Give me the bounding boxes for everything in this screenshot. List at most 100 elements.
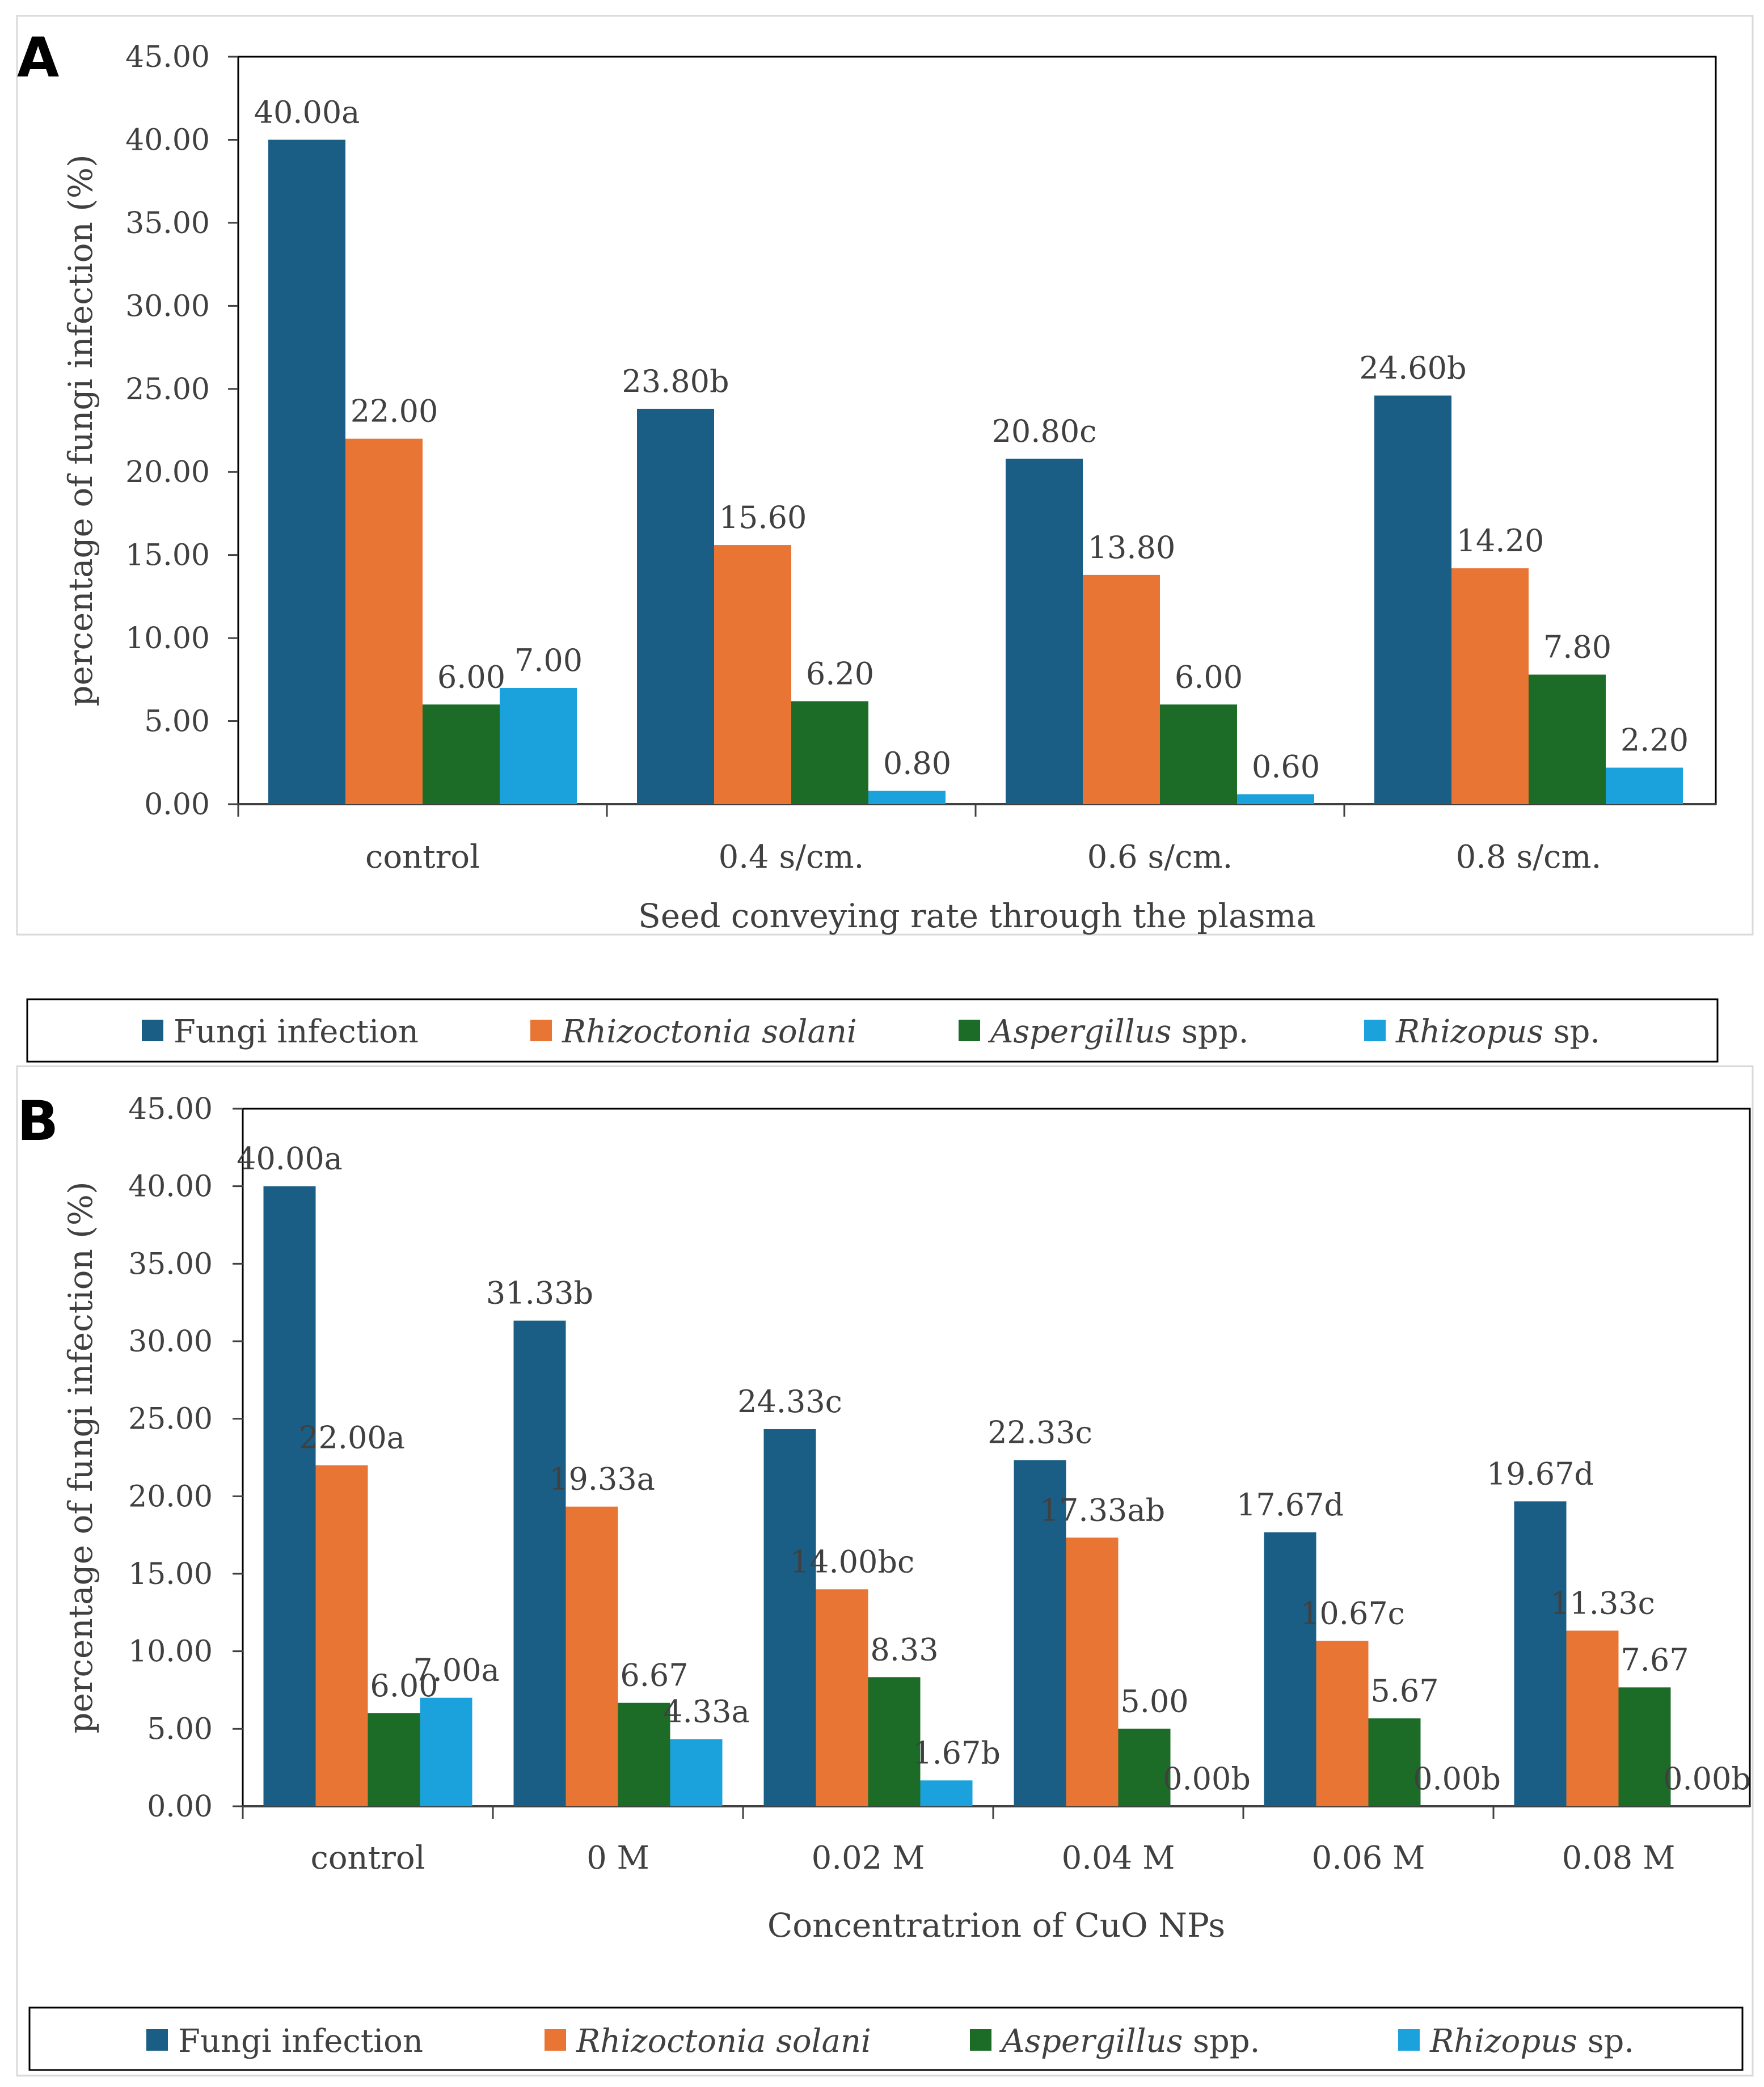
y-tick-label: 5.00 bbox=[147, 1712, 213, 1746]
data-label: 40.00a bbox=[254, 94, 360, 130]
data-label: 0.00b bbox=[1163, 1761, 1251, 1797]
data-label: 22.33c bbox=[987, 1415, 1092, 1451]
data-label: 0.80 bbox=[883, 746, 951, 781]
bar-rhizopus bbox=[670, 1739, 723, 1806]
x-tick-label: 0.06 M bbox=[1312, 1840, 1425, 1877]
y-tick-label: 15.00 bbox=[125, 539, 210, 573]
legend-swatch-rhizopus bbox=[1364, 1020, 1386, 1041]
data-label: 17.33ab bbox=[1040, 1492, 1165, 1528]
legend-swatch-rhizoctonia bbox=[545, 2029, 566, 2051]
data-label: 14.20 bbox=[1457, 523, 1544, 559]
legend-label-rhizoctonia: Rhizoctonia solani bbox=[562, 1013, 857, 1050]
data-label: 6.20 bbox=[806, 656, 874, 691]
bar-rhizoctonia bbox=[1316, 1641, 1369, 1806]
bar-fungi bbox=[513, 1320, 566, 1806]
data-label: 6.67 bbox=[620, 1658, 688, 1693]
bar-rhizopus bbox=[1606, 767, 1683, 804]
bar-fungi bbox=[763, 1429, 816, 1806]
data-label: 10.67c bbox=[1300, 1595, 1405, 1631]
data-label: 17.67d bbox=[1237, 1487, 1344, 1523]
y-tick-label: 30.00 bbox=[125, 289, 210, 323]
x-tick-label: 0.6 s/cm. bbox=[1087, 839, 1233, 876]
bar-fungi bbox=[637, 408, 714, 804]
bar-aspergillus bbox=[423, 704, 500, 804]
x-tick-label: 0.02 M bbox=[812, 1840, 925, 1877]
data-label: 22.00a bbox=[299, 1420, 405, 1456]
bar-rhizoctonia bbox=[816, 1589, 868, 1806]
y-tick-label: 15.00 bbox=[128, 1557, 213, 1591]
bar-rhizoctonia bbox=[315, 1465, 368, 1806]
y-tick-label: 40.00 bbox=[125, 123, 210, 157]
chart-panel-b: B 0.00 5.00 10.00 15.00 20.00 25.00 30.00 35.00 4… bbox=[16, 1065, 1754, 2077]
legend-swatch-rhizopus bbox=[1398, 2029, 1420, 2051]
y-tick-label: 35.00 bbox=[125, 206, 210, 240]
data-label: 11.33c bbox=[1550, 1585, 1655, 1621]
x-tick-label: 0.4 s/cm. bbox=[719, 839, 864, 876]
y-tick-label: 20.00 bbox=[125, 455, 210, 489]
data-label: 4.33a bbox=[663, 1694, 749, 1730]
data-label: 7.00 bbox=[514, 643, 583, 678]
bar-aspergillus bbox=[868, 1677, 921, 1806]
y-tick-label: 0.00 bbox=[144, 788, 210, 822]
x-axis-title: Concentratrion of CuO NPs bbox=[767, 1906, 1225, 1945]
data-label: 23.80b bbox=[622, 364, 729, 399]
legend-box bbox=[26, 998, 1719, 1063]
data-label: 15.60 bbox=[719, 500, 807, 535]
x-tick-label: control bbox=[310, 1840, 425, 1877]
y-tick-label: 40.00 bbox=[128, 1170, 213, 1204]
y-tick-label: 35.00 bbox=[128, 1247, 213, 1281]
bar-fungi bbox=[1264, 1532, 1316, 1806]
data-label: 5.00 bbox=[1120, 1683, 1188, 1719]
legend-box bbox=[28, 2006, 1744, 2071]
data-label: 0.00b bbox=[1413, 1761, 1501, 1797]
panel-border bbox=[16, 15, 1754, 936]
bar-aspergillus bbox=[618, 1702, 670, 1806]
bar-rhizopus bbox=[920, 1780, 973, 1806]
data-label: 22.00 bbox=[351, 394, 438, 429]
bar-aspergillus bbox=[368, 1713, 420, 1806]
y-tick-label: 5.00 bbox=[144, 705, 210, 739]
data-label: 19.67d bbox=[1487, 1456, 1594, 1492]
bar-aspergillus bbox=[1368, 1718, 1421, 1806]
bar-rhizopus bbox=[868, 791, 946, 804]
data-label: 7.00a bbox=[413, 1653, 499, 1688]
data-label: 19.33a bbox=[549, 1461, 655, 1497]
legend-swatch-aspergillus bbox=[970, 2029, 991, 2051]
legend-swatch-fungi bbox=[146, 2029, 168, 2051]
data-label: 24.33c bbox=[737, 1384, 842, 1420]
x-tick-label: 0.04 M bbox=[1062, 1840, 1175, 1877]
bar-fungi bbox=[1514, 1501, 1567, 1806]
data-label: 7.67 bbox=[1620, 1642, 1689, 1678]
data-label: 20.80c bbox=[992, 413, 1097, 449]
data-label: 6.00 bbox=[437, 659, 505, 695]
data-label: 8.33 bbox=[870, 1632, 938, 1667]
y-axis-title: percentage of fungi infection (%) bbox=[61, 154, 100, 706]
legend-swatch-fungi bbox=[142, 1020, 163, 1041]
legend-label-rhizopus: Rhizopus sp. bbox=[1429, 2023, 1634, 2060]
legend-label-fungi: Fungi infection bbox=[178, 2023, 423, 2060]
y-tick-label: 10.00 bbox=[125, 622, 210, 656]
data-label: 6.00 bbox=[370, 1668, 438, 1704]
y-axis-title: percentage of fungi infection (%) bbox=[61, 1181, 100, 1733]
y-tick-label: 25.00 bbox=[125, 373, 210, 407]
data-label: 14.00bc bbox=[790, 1544, 914, 1579]
y-tick-label: 20.00 bbox=[128, 1480, 213, 1514]
x-tick-label: 0 M bbox=[586, 1840, 649, 1877]
y-tick-label: 0.00 bbox=[147, 1790, 213, 1824]
bar-rhizopus bbox=[1237, 794, 1314, 804]
data-label: 40.00a bbox=[237, 1141, 343, 1177]
x-tick-label: 0.8 s/cm. bbox=[1456, 839, 1602, 876]
bar-rhizoctonia bbox=[1451, 568, 1529, 804]
y-tick-label: 30.00 bbox=[128, 1325, 213, 1359]
data-label: 1.67b bbox=[913, 1735, 1001, 1771]
legend-label-rhizoctonia: Rhizoctonia solani bbox=[576, 2023, 871, 2060]
x-tick-label: control bbox=[365, 839, 480, 876]
y-tick-label: 45.00 bbox=[125, 40, 210, 74]
bar-aspergillus bbox=[1529, 674, 1606, 804]
data-label: 24.60b bbox=[1359, 350, 1466, 386]
bar-rhizoctonia bbox=[566, 1506, 618, 1806]
bar-aspergillus bbox=[1118, 1729, 1171, 1806]
panel-letter: A bbox=[17, 26, 59, 90]
legend-label-aspergillus: Aspergillus spp. bbox=[987, 1013, 1248, 1050]
bar-rhizopus bbox=[500, 687, 577, 804]
